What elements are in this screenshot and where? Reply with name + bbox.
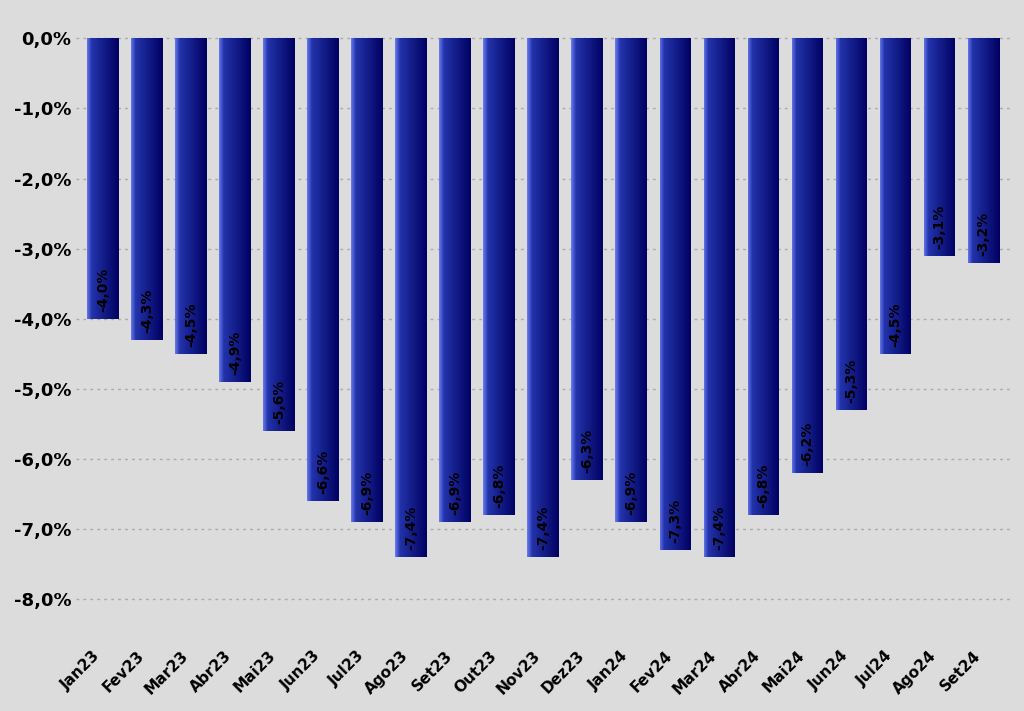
Text: -7,3%: -7,3% — [669, 498, 682, 543]
Text: -4,0%: -4,0% — [96, 267, 110, 311]
Text: -6,9%: -6,9% — [360, 471, 374, 515]
Text: -4,9%: -4,9% — [228, 331, 242, 375]
Text: -7,4%: -7,4% — [713, 506, 726, 550]
Text: -6,2%: -6,2% — [801, 422, 814, 466]
Text: -4,5%: -4,5% — [184, 302, 198, 347]
Text: -6,8%: -6,8% — [757, 464, 770, 508]
Text: -4,3%: -4,3% — [140, 289, 154, 333]
Text: -3,2%: -3,2% — [977, 211, 990, 256]
Text: -5,6%: -5,6% — [272, 380, 286, 424]
Text: -6,9%: -6,9% — [449, 471, 462, 515]
Text: -6,9%: -6,9% — [625, 471, 638, 515]
Text: -3,1%: -3,1% — [933, 204, 946, 249]
Text: -5,3%: -5,3% — [845, 358, 858, 403]
Text: -7,4%: -7,4% — [537, 506, 550, 550]
Text: -6,6%: -6,6% — [316, 449, 330, 494]
Text: -6,8%: -6,8% — [493, 464, 506, 508]
Text: -4,5%: -4,5% — [889, 302, 902, 347]
Text: -6,3%: -6,3% — [581, 429, 594, 473]
Text: -7,4%: -7,4% — [404, 506, 418, 550]
